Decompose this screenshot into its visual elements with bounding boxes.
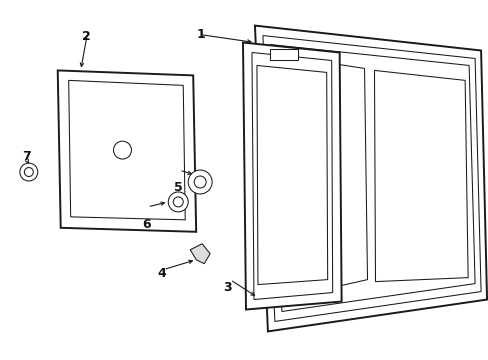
Text: 3: 3 (223, 281, 231, 294)
Polygon shape (254, 26, 486, 332)
Text: 1: 1 (196, 28, 204, 41)
Text: 5: 5 (174, 181, 183, 194)
Polygon shape (58, 71, 196, 232)
Bar (269, 49, 297, 60)
Circle shape (188, 170, 212, 194)
Circle shape (20, 163, 38, 181)
Polygon shape (190, 244, 210, 264)
Text: 6: 6 (142, 218, 150, 231)
Text: 2: 2 (81, 30, 90, 43)
Circle shape (168, 192, 188, 212)
Text: 4: 4 (157, 267, 166, 280)
Text: 7: 7 (22, 150, 31, 163)
Polygon shape (243, 42, 341, 310)
